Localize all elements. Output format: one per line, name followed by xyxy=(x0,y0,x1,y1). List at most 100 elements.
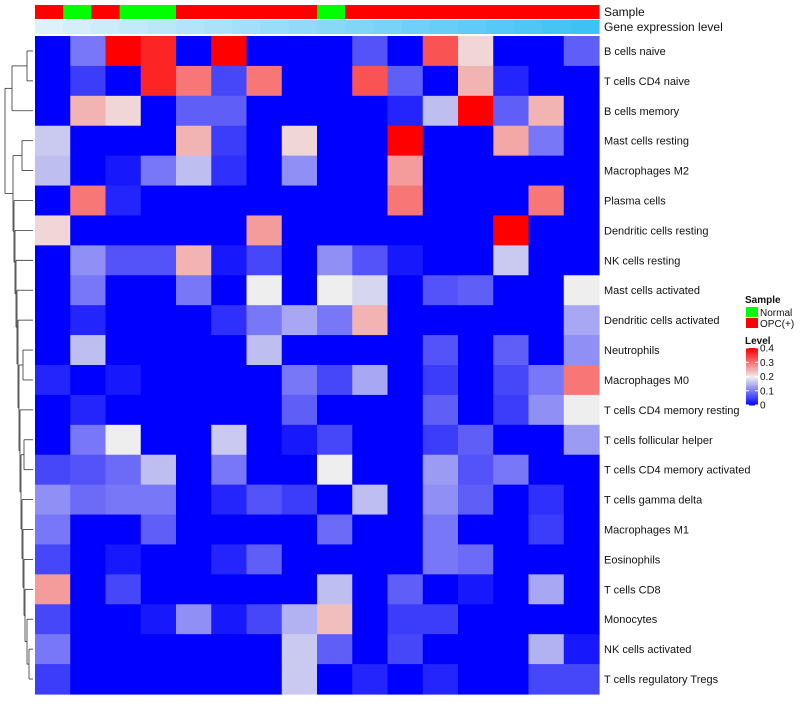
legend-colorbar-step xyxy=(746,362,758,365)
heatmap-cell xyxy=(422,365,459,396)
heatmap-cell xyxy=(35,365,71,396)
legend-colorbar-step xyxy=(746,385,758,387)
heatmap-cell xyxy=(35,664,71,695)
annotation-label-sample: Sample xyxy=(604,5,645,19)
heatmap-cell xyxy=(105,514,142,546)
heatmap-cell xyxy=(70,125,107,157)
heatmap-cell xyxy=(528,125,565,157)
heatmap-cell xyxy=(35,305,71,336)
expression-annotation-cell xyxy=(570,20,600,34)
heatmap-cell xyxy=(493,125,530,157)
heatmap-cell xyxy=(246,36,283,67)
heatmap-cell xyxy=(387,664,424,695)
heatmap-cell xyxy=(493,454,530,486)
heatmap-cell xyxy=(352,604,389,635)
heatmap-cell xyxy=(176,424,212,456)
legend-colorbar-step xyxy=(746,356,758,359)
heatmap-cell xyxy=(528,245,565,276)
heatmap-cell xyxy=(246,394,283,426)
heatmap-cell xyxy=(105,604,142,635)
sample-annotation-cell xyxy=(204,5,233,19)
row-label: T cells CD4 memory resting xyxy=(604,405,740,417)
heatmap-cell xyxy=(317,454,353,486)
heatmap-cell xyxy=(563,36,600,67)
row-label: Dendritic cells resting xyxy=(604,225,709,237)
heatmap-cell xyxy=(387,155,424,187)
heatmap-cell xyxy=(458,185,494,217)
heatmap-cell xyxy=(317,574,353,605)
heatmap-cell xyxy=(422,394,459,426)
legend-tick-label: 0.4 xyxy=(760,344,774,355)
heatmap-cell xyxy=(458,634,494,665)
heatmap-cell xyxy=(352,394,389,426)
heatmap-cell xyxy=(35,95,71,127)
heatmap-cell xyxy=(211,454,248,486)
heatmap-cell xyxy=(211,604,248,635)
heatmap-cell xyxy=(563,394,600,426)
heatmap-cell xyxy=(211,36,248,67)
legend-colorbar-step xyxy=(746,365,758,368)
heatmap-cell xyxy=(387,125,424,157)
heatmap-cell xyxy=(422,215,459,246)
heatmap-cell xyxy=(176,275,212,306)
heatmap-cell xyxy=(458,275,494,306)
heatmap-cell xyxy=(387,305,424,336)
heatmap-cell xyxy=(140,245,177,276)
heatmap-cell xyxy=(422,95,459,127)
heatmap-cell xyxy=(281,305,318,336)
heatmap-cell xyxy=(246,484,283,516)
legend-tick-label: 0.3 xyxy=(760,358,774,369)
heatmap-cell xyxy=(352,275,389,306)
heatmap-cell xyxy=(317,664,353,695)
heatmap-cell xyxy=(70,335,107,366)
heatmap-cell xyxy=(176,305,212,336)
heatmap-cell xyxy=(458,544,494,575)
heatmap-cell xyxy=(105,484,142,516)
row-label: Mast cells resting xyxy=(604,136,689,148)
heatmap-cell xyxy=(493,155,530,187)
heatmap-cell xyxy=(211,65,248,97)
heatmap-cell xyxy=(140,125,177,157)
heatmap-cell xyxy=(493,365,530,396)
heatmap-cell xyxy=(563,155,600,187)
sample-annotation-cell xyxy=(91,5,121,19)
heatmap-cell xyxy=(563,634,600,665)
sample-annotation-cell xyxy=(176,5,205,19)
heatmap-cell xyxy=(458,514,494,546)
heatmap-cell xyxy=(176,484,212,516)
heatmap-cell xyxy=(211,245,248,276)
heatmap-cell xyxy=(563,574,600,605)
row-label: Mast cells activated xyxy=(604,285,700,297)
row-label: NK cells resting xyxy=(604,255,680,267)
heatmap-cell xyxy=(35,634,71,665)
legend-colorbar-step xyxy=(746,377,758,380)
legend-colorbar-step xyxy=(746,350,758,353)
expression-annotation-cell xyxy=(35,20,64,34)
sample-annotation-cell xyxy=(288,5,318,19)
heatmap-cell xyxy=(352,335,389,366)
heatmap-cell xyxy=(317,394,353,426)
heatmap-cell xyxy=(352,454,389,486)
heatmap-cell xyxy=(281,245,318,276)
heatmap-cell xyxy=(317,245,353,276)
heatmap-cell xyxy=(563,604,600,635)
heatmap-cell xyxy=(422,335,459,366)
heatmap-cell xyxy=(140,305,177,336)
legend-colorbar-step xyxy=(746,376,758,379)
heatmap-cell xyxy=(317,275,353,306)
legend-colorbar-step xyxy=(746,349,758,352)
heatmap-cell xyxy=(422,634,459,665)
heatmap-cell xyxy=(528,155,565,187)
heatmap-cell xyxy=(211,305,248,336)
heatmap-cell xyxy=(493,215,530,246)
expression-annotation-cell xyxy=(204,20,233,34)
heatmap-cell xyxy=(493,185,530,217)
heatmap-cell xyxy=(140,664,177,695)
heatmap-cell xyxy=(528,36,565,67)
heatmap-cell xyxy=(176,36,212,67)
heatmap-cell xyxy=(105,125,142,157)
heatmap-cell xyxy=(70,484,107,516)
row-label: T cells CD4 memory activated xyxy=(604,465,751,477)
